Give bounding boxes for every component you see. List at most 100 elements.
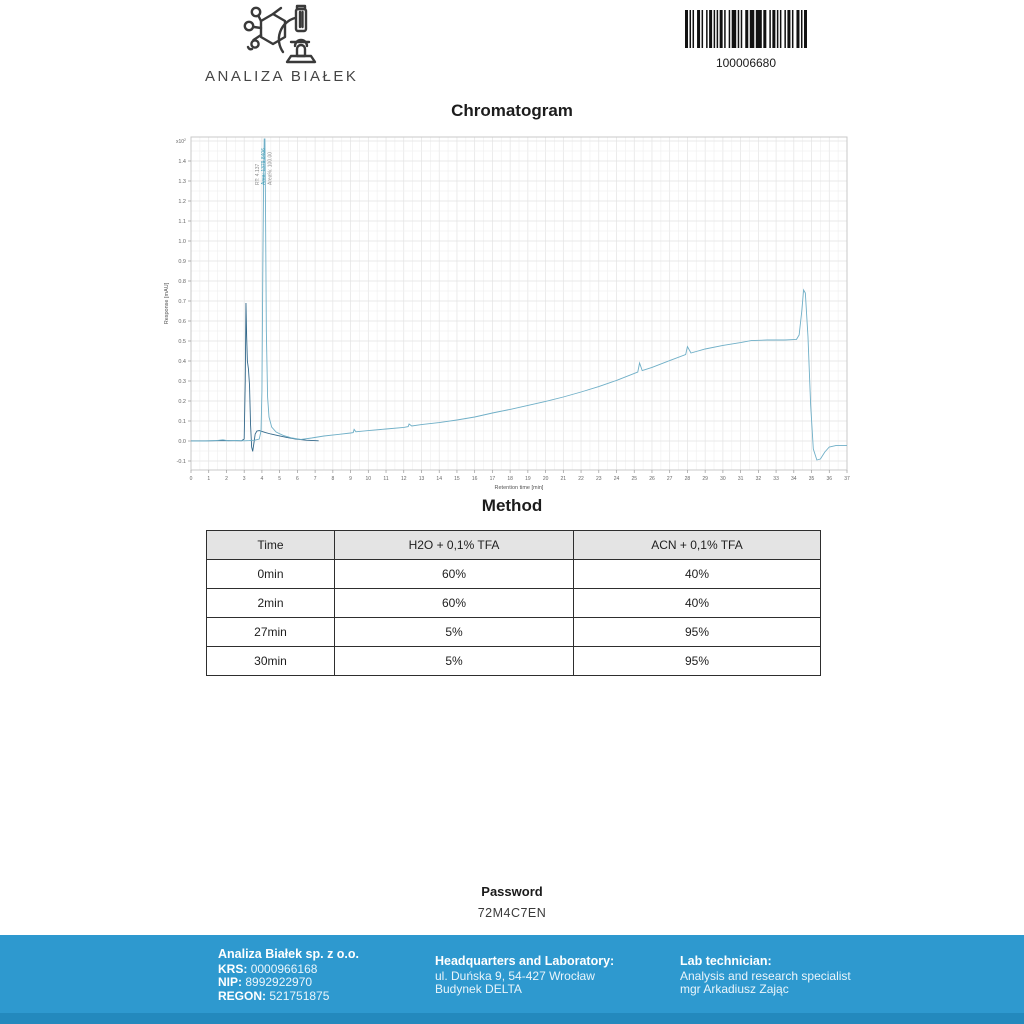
footer-tech-role: Analysis and research specialist (680, 968, 851, 983)
svg-text:29: 29 (702, 476, 708, 482)
cell-time: 30min (206, 646, 335, 676)
svg-text:12: 12 (401, 476, 407, 482)
svg-text:36: 36 (826, 476, 832, 482)
svg-text:7: 7 (314, 476, 317, 482)
svg-text:13: 13 (419, 476, 425, 482)
krs-label: KRS: (218, 961, 248, 976)
chromatogram-title: Chromatogram (451, 101, 573, 120)
svg-text:32: 32 (756, 476, 762, 482)
table-row: 0min 60% 40% (206, 559, 821, 589)
footer-hq-street: ul. Duńska 9, 54-427 Wrocław (435, 968, 595, 983)
svg-text:35: 35 (809, 476, 815, 482)
header-time: Time (206, 530, 335, 560)
svg-text:14: 14 (436, 476, 442, 482)
chromatogram-plot: 0 1 2 3 4 5 6 7 8 9 10 11 12 13 14 15 16 17 18 19 20 21 22 23 24… (164, 136, 850, 491)
method-table: Time H2O + 0,1% TFA ACN + 0,1% TFA 0min … (206, 530, 821, 676)
footer: Analiza Białek sp. z o.o. KRS: 000096616… (0, 935, 1024, 1024)
svg-text:6: 6 (296, 476, 299, 482)
svg-text:22: 22 (578, 476, 584, 482)
barcode-icon (685, 10, 807, 48)
svg-text:19: 19 (525, 476, 531, 482)
svg-text:Retention time [min]: Retention time [min] (495, 485, 544, 491)
svg-text:21: 21 (561, 476, 567, 482)
table-row: 27min 5% 95% (206, 617, 821, 647)
svg-text:26: 26 (649, 476, 655, 482)
footer-hq-building: Budynek DELTA (435, 982, 522, 996)
footer-bottom-strip (0, 1013, 1024, 1024)
molecule-microscope-icon (243, 4, 317, 64)
footer-address-block: Headquarters and Laboratory: ul. Duńska … (435, 954, 615, 997)
svg-text:0.4: 0.4 (178, 359, 186, 365)
cell-acn: 95% (573, 617, 821, 647)
svg-text:0: 0 (190, 476, 193, 482)
svg-text:16: 16 (472, 476, 478, 482)
svg-text:0.3: 0.3 (178, 379, 186, 385)
svg-text:1.0: 1.0 (178, 239, 186, 245)
nip-value: 8992922970 (245, 975, 313, 989)
cell-time: 0min (206, 559, 335, 589)
svg-text:31: 31 (738, 476, 744, 482)
regon-label: REGON: (218, 988, 266, 1003)
footer-technician-block: Lab technician: Analysis and research sp… (680, 954, 851, 997)
svg-text:20: 20 (543, 476, 549, 482)
footer-hq-title: Headquarters and Laboratory: (435, 954, 615, 968)
svg-text:33: 33 (773, 476, 779, 482)
password-section: Password 72M4C7EN (0, 884, 1024, 920)
footer-tech-title: Lab technician: (680, 954, 772, 968)
svg-text:2: 2 (225, 476, 228, 482)
svg-text:RT: 4.137: RT: 4.137 (255, 163, 261, 185)
svg-text:23: 23 (596, 476, 602, 482)
svg-text:Area%: 100.00: Area%: 100.00 (267, 152, 273, 185)
svg-text:Area: 1379.8406: Area: 1379.8406 (261, 148, 267, 185)
footer-company-block: Analiza Białek sp. z o.o. KRS: 000096616… (218, 947, 360, 1004)
nip-label: NIP: (218, 975, 242, 989)
cell-acn: 95% (573, 646, 821, 676)
krs-value: 0000966168 (250, 961, 318, 976)
svg-text:-0.1: -0.1 (177, 459, 186, 465)
svg-text:x102: x102 (176, 138, 186, 145)
cell-h2o: 5% (334, 646, 574, 676)
barcode-number: 100006680 (715, 56, 777, 70)
svg-text:1.2: 1.2 (178, 199, 186, 205)
svg-text:1.4: 1.4 (178, 159, 186, 165)
cell-h2o: 60% (334, 559, 574, 589)
svg-text:37: 37 (844, 476, 850, 482)
cell-h2o: 60% (334, 588, 574, 618)
svg-text:Response [mAU]: Response [mAU] (164, 282, 170, 324)
regon-value: 521751875 (269, 988, 330, 1003)
svg-text:0.2: 0.2 (178, 399, 186, 405)
footer-krs-line: KRS: 0000966168 (218, 961, 359, 977)
header-h2o: H2O + 0,1% TFA (334, 530, 574, 560)
cell-h2o: 5% (334, 617, 574, 647)
svg-text:5: 5 (278, 476, 281, 482)
svg-text:1.3: 1.3 (178, 179, 186, 185)
cell-acn: 40% (573, 588, 821, 618)
svg-text:25: 25 (631, 476, 637, 482)
footer-nip-line: NIP: 8992922970 (218, 975, 359, 990)
header-acn: ACN + 0,1% TFA (573, 530, 821, 560)
svg-text:10: 10 (366, 476, 372, 482)
footer-regon-line: REGON: 521751875 (218, 988, 359, 1004)
svg-text:0.8: 0.8 (178, 279, 186, 285)
barcode: 100006680 (676, 10, 816, 70)
table-row: 30min 5% 95% (206, 646, 821, 676)
footer-company-name: Analiza Białek sp. z o.o. (218, 947, 360, 961)
cell-time: 2min (206, 588, 335, 618)
svg-text:28: 28 (685, 476, 691, 482)
svg-text:0.0: 0.0 (178, 439, 186, 445)
svg-text:15: 15 (454, 476, 460, 482)
password-value: 72M4C7EN (477, 906, 547, 920)
table-header-row: Time H2O + 0,1% TFA ACN + 0,1% TFA (206, 530, 821, 560)
company-logo-text: ANALIZA BIAŁEK (205, 68, 359, 85)
svg-text:17: 17 (490, 476, 496, 482)
svg-text:27: 27 (667, 476, 673, 482)
svg-text:1.1: 1.1 (178, 219, 186, 225)
svg-text:0.5: 0.5 (178, 339, 186, 345)
password-label: Password (481, 884, 543, 899)
svg-text:34: 34 (791, 476, 797, 482)
chromatogram-chart: 0 1 2 3 4 5 6 7 8 9 10 11 12 13 14 15 16 17 18 19 20 21 22 23 24… (160, 130, 860, 495)
company-logo: ANALIZA BIAŁEK (205, 4, 359, 85)
svg-text:18: 18 (507, 476, 513, 482)
cell-acn: 40% (573, 559, 821, 589)
